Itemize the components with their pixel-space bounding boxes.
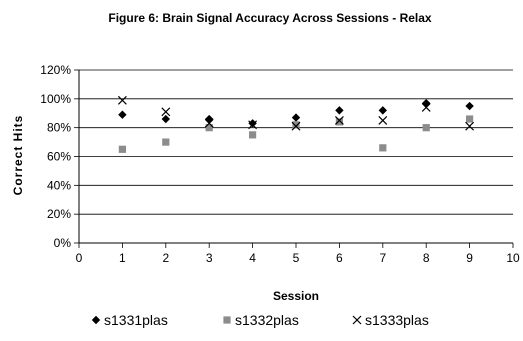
x-tick-label: 6 <box>336 251 343 265</box>
y-axis-title: Correct Hits <box>11 115 25 196</box>
y-tick-label: 40% <box>47 178 71 192</box>
x-tick-label: 9 <box>466 251 473 265</box>
x-tick-label: 0 <box>76 251 83 265</box>
legend-label-s1331plas: s1331plas <box>104 312 168 328</box>
legend-item-s1332plas: s1332plas <box>223 312 299 328</box>
data-point-s1331plas <box>335 106 344 115</box>
x-tick-label: 8 <box>423 251 430 265</box>
x-tick-label: 10 <box>506 251 520 265</box>
data-point-s1333plas <box>161 107 171 117</box>
data-point-s1332plas <box>335 118 343 126</box>
legend-marker-s1332plas <box>223 316 231 324</box>
data-point-s1332plas <box>249 131 257 139</box>
data-point-s1332plas <box>205 124 213 132</box>
tick-labels: 0% 20% 40% 60% 80% 100% 120% 0 1 2 3 4 5 6 7 8 9 10 <box>40 63 520 265</box>
data-point-s1331plas <box>161 114 170 124</box>
data-point-s1333plas <box>291 121 301 131</box>
data-point-s1332plas <box>379 144 387 152</box>
data-point-s1332plas <box>292 121 300 129</box>
legend-label-s1332plas: s1332plas <box>235 312 299 328</box>
data-point-s1331plas <box>118 110 127 119</box>
data-point-s1331plas <box>422 98 431 108</box>
data-point-s1331plas <box>291 113 301 122</box>
legend-marker-s1331plas <box>91 315 101 325</box>
data-point-s1331plas <box>248 119 257 128</box>
x-tick-label: 5 <box>293 251 300 265</box>
data-point-s1333plas <box>204 118 214 128</box>
data-point-s1332plas <box>162 138 170 146</box>
x-tick-label: 4 <box>249 251 256 265</box>
gridlines <box>79 69 513 215</box>
y-tick-label: 100% <box>40 92 71 106</box>
data-point-s1333plas <box>378 116 388 125</box>
data-point-s1333plas <box>117 95 127 105</box>
x-tick-label: 7 <box>379 251 386 265</box>
data-point-s1332plas <box>466 115 474 123</box>
y-tick-label: 60% <box>47 150 71 164</box>
data-point-s1332plas <box>422 124 430 132</box>
data-point-s1333plas <box>248 120 258 130</box>
data-point-s1331plas <box>205 114 214 124</box>
x-axis-title: Session <box>273 289 319 303</box>
data-point-s1331plas <box>378 106 387 115</box>
chart-title: Figure 6: Brain Signal Accuracy Across S… <box>108 11 432 25</box>
data-point-s1332plas <box>118 145 126 153</box>
legend: s1331plas s1332plas s1333plas <box>91 312 429 328</box>
x-tick-label: 2 <box>162 251 169 265</box>
legend-item-s1333plas: s1333plas <box>352 312 429 328</box>
legend-marker-s1333plas <box>352 315 362 325</box>
data-point-s1333plas <box>334 116 344 125</box>
y-tick-label: 120% <box>40 63 71 77</box>
axes <box>74 69 514 248</box>
x-tick-label: 1 <box>119 251 126 265</box>
legend-label-s1333plas: s1333plas <box>365 312 429 328</box>
y-tick-label: 20% <box>47 207 71 221</box>
x-tick-label: 3 <box>206 251 213 265</box>
data-points <box>117 95 475 153</box>
y-tick-label: 80% <box>47 121 71 135</box>
legend-item-s1331plas: s1331plas <box>91 312 168 328</box>
data-point-s1333plas <box>421 103 431 112</box>
data-point-s1331plas <box>465 101 474 111</box>
y-tick-label: 0% <box>54 236 72 250</box>
data-point-s1333plas <box>465 121 475 131</box>
